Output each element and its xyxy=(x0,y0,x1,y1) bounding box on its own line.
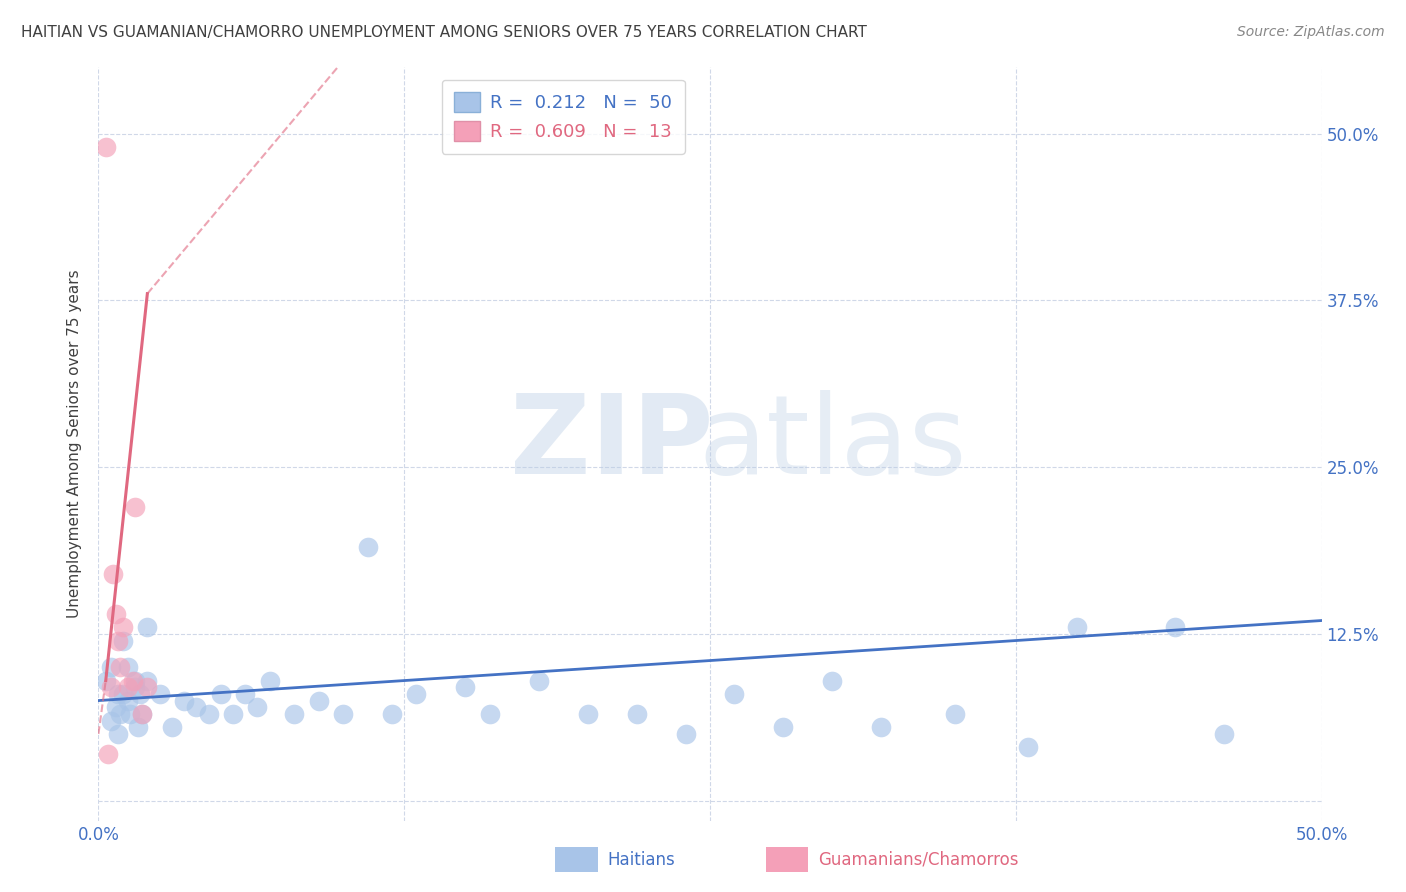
Point xyxy=(626,706,648,721)
Point xyxy=(111,620,134,634)
Point xyxy=(1212,727,1234,741)
Point xyxy=(107,687,129,701)
Point xyxy=(117,693,139,707)
Point xyxy=(478,706,501,721)
Point xyxy=(110,706,132,721)
Point xyxy=(104,700,127,714)
Point xyxy=(94,140,117,154)
Text: HAITIAN VS GUAMANIAN/CHAMORRO UNEMPLOYMENT AMONG SENIORS OVER 75 YEARS CORRELATI: HAITIAN VS GUAMANIAN/CHAMORRO UNEMPLOYME… xyxy=(21,25,868,40)
Point xyxy=(107,633,129,648)
Point xyxy=(259,673,281,688)
Point xyxy=(149,687,172,701)
Point xyxy=(821,673,844,688)
Point xyxy=(454,680,477,694)
Point xyxy=(405,687,427,701)
Text: atlas: atlas xyxy=(699,391,966,497)
Point xyxy=(129,687,152,701)
Point xyxy=(100,714,122,728)
Point xyxy=(197,706,219,721)
Point xyxy=(101,566,124,581)
Point xyxy=(136,620,159,634)
Point xyxy=(943,706,966,721)
Point xyxy=(100,680,122,694)
Point xyxy=(121,673,143,688)
Point xyxy=(1066,620,1088,634)
Point xyxy=(160,720,183,734)
Point xyxy=(1164,620,1187,634)
Point xyxy=(97,747,120,761)
Point xyxy=(186,700,208,714)
Legend: R =  0.212   N =  50, R =  0.609   N =  13: R = 0.212 N = 50, R = 0.609 N = 13 xyxy=(441,79,685,153)
Point xyxy=(209,687,232,701)
Point xyxy=(675,727,697,741)
Point xyxy=(120,706,142,721)
Y-axis label: Unemployment Among Seniors over 75 years: Unemployment Among Seniors over 75 years xyxy=(67,269,83,618)
Point xyxy=(110,660,132,674)
Point xyxy=(173,693,195,707)
Point xyxy=(870,720,893,734)
Text: Guamanians/Chamorros: Guamanians/Chamorros xyxy=(818,851,1019,869)
Point xyxy=(100,660,122,674)
Point xyxy=(723,687,745,701)
Point xyxy=(233,687,256,701)
Point xyxy=(576,706,599,721)
Point xyxy=(1017,740,1039,755)
Point xyxy=(772,720,794,734)
Point xyxy=(136,680,159,694)
Point xyxy=(131,706,153,721)
Text: ZIP: ZIP xyxy=(510,391,714,497)
Point xyxy=(111,633,134,648)
Point xyxy=(356,540,378,554)
Point xyxy=(308,693,330,707)
Point xyxy=(124,673,146,688)
Point xyxy=(222,706,245,721)
Point xyxy=(124,500,146,515)
Point xyxy=(283,706,305,721)
Point xyxy=(127,720,149,734)
Point xyxy=(94,673,117,688)
Point xyxy=(117,660,139,674)
Point xyxy=(117,680,139,694)
Point xyxy=(104,607,127,621)
Point xyxy=(107,727,129,741)
Point xyxy=(111,687,134,701)
Text: Haitians: Haitians xyxy=(607,851,675,869)
Point xyxy=(381,706,404,721)
Point xyxy=(136,673,159,688)
Point xyxy=(124,680,146,694)
Text: Source: ZipAtlas.com: Source: ZipAtlas.com xyxy=(1237,25,1385,39)
Point xyxy=(527,673,550,688)
Point xyxy=(332,706,354,721)
Point xyxy=(246,700,269,714)
Point xyxy=(131,706,153,721)
